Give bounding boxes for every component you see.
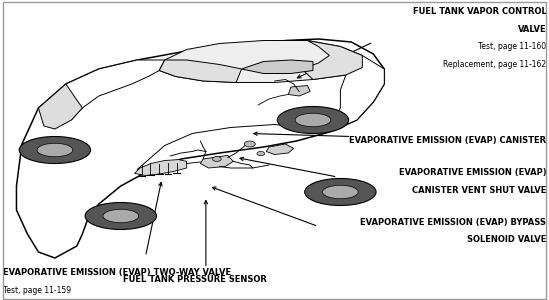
Circle shape (244, 141, 255, 147)
Polygon shape (242, 60, 313, 74)
Polygon shape (66, 60, 165, 120)
Circle shape (212, 157, 221, 161)
Ellipse shape (37, 143, 72, 157)
Polygon shape (266, 144, 294, 154)
Ellipse shape (323, 185, 358, 199)
Polygon shape (329, 56, 384, 132)
Polygon shape (302, 40, 362, 80)
Text: Replacement, page 11-162: Replacement, page 11-162 (443, 60, 546, 69)
Text: FUEL TANK VAPOR CONTROL: FUEL TANK VAPOR CONTROL (412, 8, 546, 16)
Ellipse shape (19, 136, 91, 164)
Polygon shape (200, 155, 233, 168)
Text: FUEL TANK PRESSURE SENSOR: FUEL TANK PRESSURE SENSOR (123, 274, 267, 284)
Text: VALVE: VALVE (518, 25, 546, 34)
Text: EVAPORATIVE EMISSION (EVAP) BYPASS: EVAPORATIVE EMISSION (EVAP) BYPASS (360, 218, 546, 227)
Ellipse shape (295, 113, 330, 127)
Ellipse shape (103, 209, 138, 223)
Polygon shape (288, 85, 310, 96)
Text: Test, page 11-159: Test, page 11-159 (3, 286, 71, 295)
Text: EVAPORATIVE EMISSION (EVAP): EVAPORATIVE EMISSION (EVAP) (399, 168, 546, 177)
Polygon shape (38, 84, 82, 129)
Ellipse shape (277, 106, 349, 134)
Ellipse shape (85, 202, 156, 230)
Text: EVAPORATIVE EMISSION (EVAP) CANISTER: EVAPORATIVE EMISSION (EVAP) CANISTER (349, 136, 546, 146)
Text: Test, page 11-160: Test, page 11-160 (478, 42, 546, 51)
Text: CANISTER VENT SHUT VALVE: CANISTER VENT SHUT VALVE (412, 186, 546, 195)
Polygon shape (159, 60, 242, 82)
Circle shape (257, 152, 265, 156)
Text: EVAPORATIVE EMISSION (EVAP) TWO-WAY VALVE: EVAPORATIVE EMISSION (EVAP) TWO-WAY VALV… (3, 268, 231, 278)
Text: SOLENOID VALVE: SOLENOID VALVE (467, 235, 546, 244)
Ellipse shape (305, 178, 376, 206)
Polygon shape (16, 39, 384, 258)
Polygon shape (159, 40, 362, 82)
Polygon shape (135, 160, 187, 176)
